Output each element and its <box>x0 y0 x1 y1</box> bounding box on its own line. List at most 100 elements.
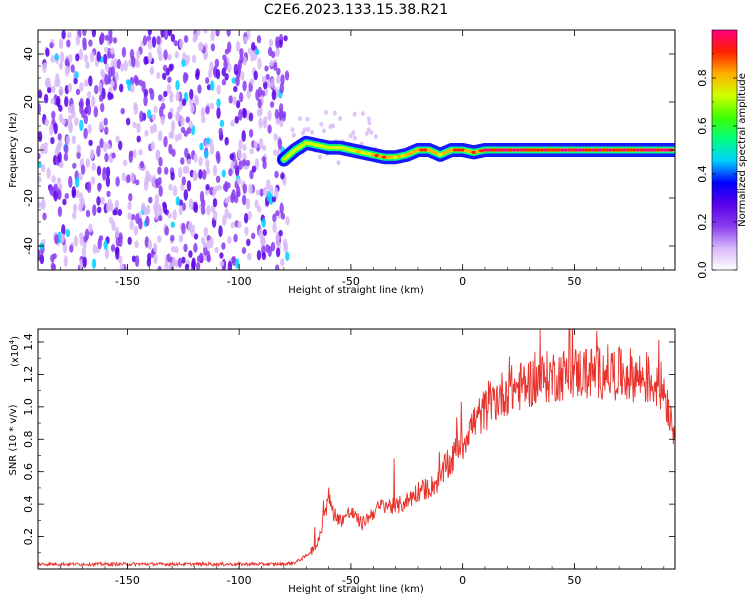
spectrogram-noise-cell <box>153 242 158 253</box>
spectrogram-noise-cell <box>78 172 83 181</box>
spectrogram-noise-cell <box>186 180 192 192</box>
snr-ytick-label: 1.2 <box>22 366 35 384</box>
spectrogram-noise-cell <box>81 109 86 119</box>
colorbar-label: Normalized spectral amplitude <box>737 73 748 227</box>
spectrogram-noise-cell <box>205 184 210 191</box>
spectrogram-noise-cell <box>209 186 214 196</box>
spectrogram-noise-cell <box>275 40 280 49</box>
spectrogram-noise-cell <box>85 158 91 168</box>
spectrogram-noise-cell <box>310 129 314 135</box>
spectrogram-noise-cell <box>138 149 143 156</box>
signal-ridge-peak <box>422 148 428 152</box>
spectrogram-noise-cell <box>76 144 81 154</box>
spectrogram-noise-cell <box>243 36 248 44</box>
spectrogram-panel: -150 -100 -50 0 50 -40 -20 0 20 40 Height of stra… <box>8 29 676 296</box>
spectrogram-noise-cell <box>231 77 236 84</box>
spectrogram-noise-cell <box>58 183 63 191</box>
spectrogram-noise-cell <box>147 239 153 250</box>
spectrogram-noise-cell <box>258 117 263 129</box>
spectrogram-noise-cell <box>255 189 261 196</box>
spectrogram-noise-cell <box>263 116 268 124</box>
spectrogram-noise-cell <box>75 53 80 62</box>
spectrogram-noise-cell <box>279 82 284 94</box>
spectrogram-noise-cell <box>262 160 267 170</box>
spectrogram-noise-cell <box>105 166 111 178</box>
spectrogram-noise-cell <box>57 151 62 164</box>
spectrogram-noise-cell <box>248 129 254 138</box>
spectrogram-noise-cell <box>75 189 80 199</box>
spectrogram-noise-cell <box>216 84 221 95</box>
spectrogram-noise-cell <box>198 169 203 180</box>
spectrogram-noise-cell <box>115 247 120 260</box>
spectrogram-noise-cell <box>178 167 183 179</box>
snr-multiplier-exponent: 4 <box>8 339 16 344</box>
signal-ridge-peak <box>437 153 443 157</box>
spectrogram-noise-cell <box>193 153 198 163</box>
spectrogram-noise-cell <box>119 263 124 270</box>
spectrogram-noise-cell <box>275 247 281 258</box>
spectrogram-noise-cell <box>168 183 173 191</box>
spectrogram-noise-cell <box>62 198 67 206</box>
spectrogram-noise-cell <box>170 221 175 228</box>
spectrogram-noise-cell <box>82 256 87 268</box>
spectrogram-noise-cell <box>103 240 108 250</box>
spectrogram-noise-cell <box>58 38 64 50</box>
spectrogram-noise-cell <box>85 61 90 69</box>
spectrogram-noise-cell <box>184 263 190 270</box>
spectrogram-noise-cell <box>149 88 155 101</box>
spectrogram-noise-cell <box>328 124 333 130</box>
spectrogram-noise-cell <box>352 111 357 117</box>
spectrogram-noise-cell <box>185 54 190 64</box>
spectrogram-noise-cell <box>164 262 169 270</box>
spectrogram-noise-cell <box>68 54 73 63</box>
spectrogram-noise-cell <box>364 130 369 136</box>
spectrogram-noise-cell <box>75 88 81 96</box>
spectrogram-noise-cell <box>143 179 149 192</box>
spectrogram-noise-cell <box>280 74 285 86</box>
spectrogram-noise-cell <box>172 185 178 197</box>
spectrogram-noise-cell <box>134 240 139 249</box>
snr-panel: -150 -100 -50 0 50 0.2 0.4 0.6 0.8 1.0 1.2 1.4 Heig… <box>8 328 676 595</box>
spectrogram-noise-cell <box>277 138 283 150</box>
spectrogram-noise-cell <box>186 158 192 165</box>
spectrogram-noise-cell <box>147 174 152 183</box>
spectrogram-noise-cell <box>125 79 131 86</box>
spectrogram-noise-cell <box>275 264 280 270</box>
spectrogram-noise-cell <box>61 30 66 40</box>
spectrogram-noise-cell <box>224 48 230 55</box>
spectrogram-noise-cell <box>189 88 194 100</box>
spectrogram-noise-cell <box>153 105 158 114</box>
spectrogram-noise-cell <box>72 203 78 213</box>
spectrogram-noise-cell <box>85 209 91 218</box>
spectrogram-noise-cell <box>110 59 116 69</box>
spectrogram-noise-cell <box>227 260 233 270</box>
spectrogram-noise-cell <box>186 127 192 135</box>
signal-ridge-peak <box>441 151 447 155</box>
spectrogram-noise-cell <box>50 254 55 263</box>
spectrogram-noise-cell <box>47 87 52 94</box>
signal-ridge-peak <box>448 148 455 152</box>
spectrogram-noise-cell <box>121 46 127 58</box>
spectrogram-noise-cell <box>71 186 77 197</box>
spectrogram-noise-cell <box>283 35 288 42</box>
spectrogram-noise-cell <box>221 67 226 77</box>
spectrogram-noise-cell <box>242 144 247 151</box>
spectrogram-noise-cell <box>319 121 324 127</box>
spectrogram-noise-cell <box>157 166 162 175</box>
signal-ridge-peak <box>430 150 436 154</box>
spectrogram-noise-cell <box>59 51 65 64</box>
spectrogram-noise-cell <box>155 149 161 160</box>
spectrogram-noise-cell <box>106 202 111 213</box>
spectrogram-ytick-label: 0 <box>22 147 35 154</box>
spectrogram-noise-cell <box>180 157 185 165</box>
spectrogram-noise-cell <box>139 160 145 169</box>
spectrogram-noise-cell <box>236 177 242 185</box>
signal-ridge-peak <box>419 148 425 152</box>
spectrogram-noise-cell <box>170 171 175 181</box>
spectrogram-noise-cell <box>99 138 104 149</box>
spectrogram-noise-cell <box>78 202 83 213</box>
snr-ytick-label: 0.6 <box>22 463 35 481</box>
spectrogram-noise-cell <box>43 142 48 149</box>
spectrogram-noise-cell <box>87 124 92 134</box>
spectrogram-noise-cell <box>192 35 197 43</box>
